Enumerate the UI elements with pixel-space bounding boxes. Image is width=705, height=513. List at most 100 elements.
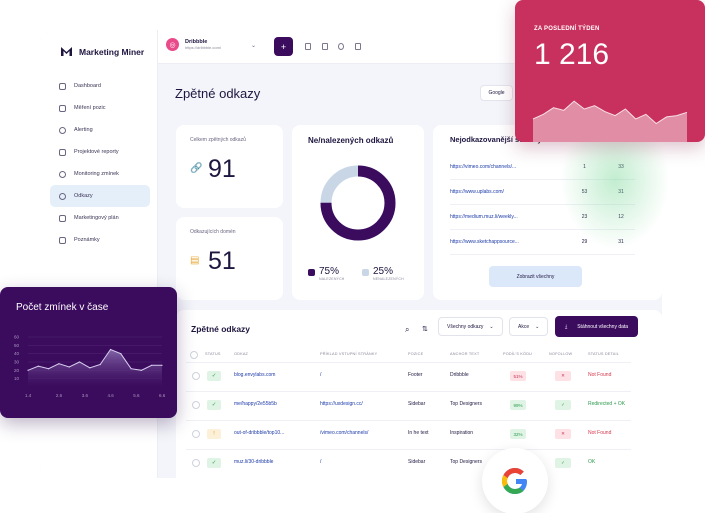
sidebar-item-reports[interactable]: Projektové reporty: [50, 141, 150, 163]
page-link[interactable]: https://www.uplabs.com/: [450, 189, 504, 195]
page-title: Zpětné odkazy: [175, 86, 261, 101]
status-detail: Not Found: [588, 430, 612, 436]
chart-icon: [59, 104, 66, 112]
trash-icon[interactable]: [355, 43, 361, 50]
sidebar-item-alerting[interactable]: Alerting: [50, 119, 150, 141]
legend-swatch: [308, 269, 315, 276]
page-link[interactable]: https://vimeo.com/channels/...: [450, 164, 517, 170]
file-icon[interactable]: [305, 43, 311, 50]
sidebar-item-backlinks[interactable]: Odkazy: [50, 185, 150, 207]
table-row[interactable]: https://www.uplabs.com/5331: [450, 180, 635, 205]
page-link[interactable]: https://medium.muz.li/weekly...: [450, 214, 518, 220]
anchor-cell: Top Designers: [450, 459, 482, 465]
legend-swatch: [362, 269, 369, 276]
sidebar-item-plan[interactable]: Marketingový plán: [50, 207, 150, 229]
sidebar-item-label: Alerting: [74, 127, 93, 133]
weekly-stats-card: ZA POSLEDNÍ TÝDEN 1 216: [515, 0, 705, 142]
sidebar-item-monitoring[interactable]: Monitoring zmínek: [50, 163, 150, 185]
column-header[interactable]: STATUS DETAIL: [588, 352, 620, 356]
data-point: [151, 364, 153, 366]
kpi-backlinks-card: Celkem zpětných odkazů 🔗 91: [176, 125, 283, 208]
show-all-button[interactable]: Zobrazit všechny: [489, 266, 582, 287]
table-row[interactable]: ✓ blog.envylabs.com / Footer Dribbble 51…: [186, 362, 631, 391]
column-header[interactable]: ODKAZ: [234, 352, 249, 356]
x-tick-label: 5.6: [133, 393, 140, 398]
legend-notfound: 25% NENALEZENÝCH: [362, 266, 404, 281]
table-row[interactable]: https://vimeo.com/channels/... 133: [450, 155, 635, 180]
sidebar-item-positions[interactable]: Měření pozic: [50, 97, 150, 119]
table-row[interactable]: ! out-of-dribbble/top10... /vimeo.com/ch…: [186, 420, 631, 449]
nofollow-badge: ✓: [555, 400, 571, 410]
column-header[interactable]: NOFOLLOW: [549, 352, 573, 356]
filter-select[interactable]: Všechny odkazy ⌄: [438, 317, 503, 336]
entry-page-link[interactable]: /: [320, 372, 322, 378]
column-header[interactable]: POZICE: [408, 352, 424, 356]
share-badge: 32%: [510, 429, 526, 439]
anchor-cell: Dribbble: [450, 372, 469, 378]
select-all-checkbox[interactable]: [190, 351, 198, 359]
search-icon[interactable]: ⌕: [405, 325, 410, 334]
data-point: [140, 369, 142, 371]
row-checkbox[interactable]: [192, 459, 200, 467]
entry-page-link[interactable]: /: [320, 459, 322, 465]
page-link[interactable]: https://www.sketchappsource...: [450, 239, 519, 245]
column-header[interactable]: ANCHOR TEXT: [450, 352, 480, 356]
position-cell: Sidebar: [408, 459, 426, 465]
actions-select[interactable]: Akce ⌄: [509, 317, 549, 336]
sidebar-item-label: Marketingový plán: [74, 215, 119, 221]
page-count: 29: [562, 239, 607, 245]
chevron-down-icon[interactable]: ⌄: [251, 43, 257, 49]
page-count: 33: [607, 164, 635, 170]
data-point: [130, 368, 132, 370]
data-point: [58, 363, 60, 365]
project-selector[interactable]: ◎ Dribbble https://dribbble.com/: [166, 38, 221, 51]
gear-icon[interactable]: [338, 43, 344, 50]
entry-page-link[interactable]: /vimeo.com/channels/: [320, 430, 369, 436]
download-icon: ⤓: [565, 323, 568, 330]
link-icon: [59, 192, 66, 200]
backlink-link[interactable]: me/happy/2e55b5b: [234, 401, 277, 407]
sidebar-item-notes[interactable]: Poznámky: [50, 229, 150, 251]
column-header[interactable]: PŘÍKLAD VSTUPNÍ STRÁNKY: [320, 352, 378, 356]
share-icon[interactable]: [322, 43, 328, 50]
table-row[interactable]: https://medium.muz.li/weekly... 2312: [450, 205, 635, 230]
status-badge: ✓: [207, 400, 221, 410]
download-all-button[interactable]: ⤓ Stáhnout všechny data: [555, 316, 639, 337]
link-icon: 🔗: [190, 163, 203, 174]
sort-icon[interactable]: ⇅: [422, 326, 428, 333]
kpi-domains-card: Odkazujících domén ▤ 51: [176, 217, 283, 300]
sidebar-item-label: Odkazy: [74, 193, 93, 199]
y-tick-label: 20: [14, 368, 20, 373]
column-header[interactable]: STATUS: [205, 352, 221, 356]
donut-chart: [320, 165, 396, 241]
column-header[interactable]: PODÍL'S KÓDU: [503, 352, 533, 356]
filter-value: Všechny odkazy: [447, 323, 484, 330]
sidebar-item-dashboard[interactable]: Dashboard: [50, 75, 150, 97]
legend-value: 75%: [319, 266, 340, 277]
entry-page-link[interactable]: https://uxdesign.cc/: [320, 401, 363, 407]
status-badge: ✓: [207, 458, 221, 468]
share-badge: 99%: [510, 400, 526, 410]
backlink-link[interactable]: blog.envylabs.com: [234, 372, 276, 378]
logo[interactable]: Marketing Miner: [60, 46, 144, 57]
row-checkbox[interactable]: [192, 430, 200, 438]
data-point: [27, 369, 29, 371]
table-row[interactable]: https://www.sketchappsource... 2931: [450, 230, 635, 255]
row-checkbox[interactable]: [192, 401, 200, 409]
data-point: [68, 366, 70, 368]
table-row[interactable]: ✓ me/happy/2e55b5b https://uxdesign.cc/ …: [186, 391, 631, 420]
legend-found: 75% NALEZENÝCH: [308, 266, 345, 281]
status-detail: Redirected + OK: [588, 401, 626, 407]
google-select[interactable]: Google: [480, 85, 513, 101]
row-checkbox[interactable]: [192, 372, 200, 380]
logo-icon: [61, 47, 72, 56]
stats-label: ZA POSLEDNÍ TÝDEN: [534, 26, 600, 32]
table-row[interactable]: ✓ muz.li/30-dribbble / Sidebar Top Desig…: [186, 449, 631, 478]
nofollow-badge: ✕: [555, 371, 571, 381]
add-button[interactable]: +: [274, 37, 293, 56]
backlink-link[interactable]: muz.li/30-dribbble: [234, 459, 274, 465]
page-count: 23: [562, 214, 607, 220]
backlink-link[interactable]: out-of-dribbble/top10...: [234, 430, 285, 436]
logo-text: Marketing Miner: [79, 46, 145, 57]
stats-value: 1 216: [534, 38, 610, 71]
